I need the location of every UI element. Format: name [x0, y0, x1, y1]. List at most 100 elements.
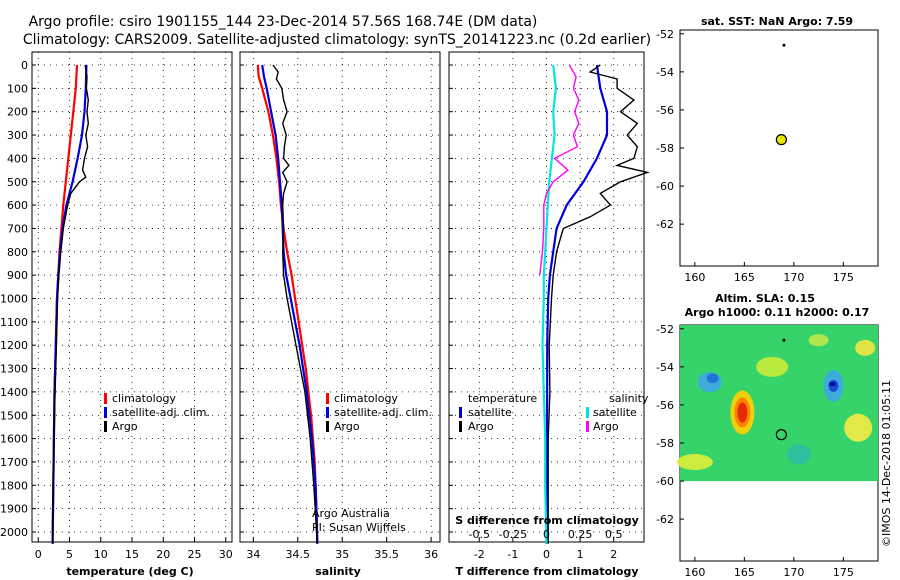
- g-sst-ytick-label: -62: [656, 218, 674, 231]
- difference-legend-left-title: temperature: [468, 392, 537, 405]
- g-sla-ytick-label: -60: [656, 475, 674, 488]
- sla-map-subtitle: Argo h1000: 0.11 h2000: 0.17: [685, 306, 870, 319]
- g-sst-xtick-label: 165: [734, 271, 755, 284]
- g-temp-legend-swatch: [104, 421, 107, 432]
- depth-tick-label: 700: [7, 222, 28, 235]
- depth-tick-label: 500: [7, 176, 28, 189]
- difference-top-tick-label: 0.25: [568, 528, 593, 541]
- g-sla-xtick-label: 160: [684, 566, 705, 579]
- g-sst-ytick-label: -60: [656, 180, 674, 193]
- g-diff-xtick-label: -1: [507, 548, 518, 561]
- g-temp-legend-swatch: [104, 393, 107, 404]
- g-sst-float-track-point: [782, 43, 786, 47]
- g-sal-xtick-label: 34.5: [286, 548, 311, 561]
- temperature-panel-frame: [31, 51, 233, 543]
- g-temp-xtick-label: 25: [188, 548, 202, 561]
- g-sla-ytick-label: -62: [656, 513, 674, 526]
- sst-map-title: sat. SST: NaN Argo: 7.59: [701, 15, 853, 28]
- difference-legend-left-swatch: [459, 407, 462, 418]
- g-diff-xtick-label: -2: [474, 548, 485, 561]
- difference-legend-left-swatch: [459, 421, 462, 432]
- depth-tick-label: 100: [7, 82, 28, 95]
- g-sla-profile-location: [775, 429, 787, 441]
- g-sst-xtick-label: 170: [783, 271, 804, 284]
- g-sla-xtick-label: 175: [833, 566, 854, 579]
- g-sal-legend-label: satellite-adj. clim.: [334, 406, 432, 419]
- difference-top-xlabel: S difference from climatology: [455, 514, 639, 527]
- difference-legend-right-label: satellite: [593, 406, 637, 419]
- g-temp-legend-label: satellite-adj. clim.: [112, 406, 210, 419]
- g-sla-xtick-label: 170: [783, 566, 804, 579]
- depth-tick-label: 0: [21, 59, 28, 72]
- depth-tick-label: 900: [7, 269, 28, 282]
- g-sla-ytick-label: -56: [656, 399, 674, 412]
- credit-text: ©IMOS 14-Dec-2018 01:05:11: [880, 380, 893, 547]
- sla-anomaly-blob: [808, 334, 829, 347]
- depth-tick-label: 800: [7, 246, 28, 259]
- depth-tick-label: 200: [7, 106, 28, 119]
- sla-anomaly-blob: [737, 402, 748, 423]
- difference-legend-right-swatch: [586, 407, 589, 418]
- sla-field-background: [680, 325, 878, 482]
- g-temp-xtick-label: 15: [125, 548, 139, 561]
- depth-tick-label: 2000: [0, 526, 28, 539]
- g-temp-xtick-label: 30: [219, 548, 233, 561]
- difference-legend-right-title: salinity: [609, 392, 649, 405]
- g-sst-xtick-label: 160: [684, 271, 705, 284]
- g-diff-series-t-satellite: [545, 64, 609, 544]
- sla-anomaly-blob: [844, 413, 873, 442]
- sla-anomaly-blob: [756, 356, 789, 377]
- title-line-2: Climatology: CARS2009. Satellite-adjuste…: [23, 32, 651, 48]
- depth-tick-label: 600: [7, 199, 28, 212]
- depth-tick-label: 1900: [0, 503, 28, 516]
- g-sal-legend-swatch: [326, 407, 329, 418]
- salinity-panel-frame: [239, 51, 441, 543]
- depth-tick-label: 300: [7, 129, 28, 142]
- g-sal-legend-label: climatology: [334, 392, 398, 405]
- g-sal-legend-label: Argo: [334, 420, 360, 433]
- difference-top-tick-label: -0.5: [469, 528, 490, 541]
- depth-tick-label: 1000: [0, 293, 28, 306]
- difference-top-tick-label: 0.5: [605, 528, 623, 541]
- sla-map: -52 -54 -56 -58 -60 -62 160 165 170 175: [656, 323, 878, 579]
- g-sst-ytick-label: -56: [656, 104, 674, 117]
- difference-legend-right-swatch: [586, 421, 589, 432]
- salinity-annotation-2: PI: Susan Wijffels: [312, 521, 406, 534]
- depth-tick-label: 1500: [0, 409, 28, 422]
- temperature-xlabel: temperature (deg C): [66, 565, 193, 578]
- g-temp-xtick-label: 0: [35, 548, 42, 561]
- g-sst-xtick-label: 175: [833, 271, 854, 284]
- g-temp-legend-label: climatology: [112, 392, 176, 405]
- depth-tick-label: 1800: [0, 479, 28, 492]
- g-sal-legend-swatch: [326, 421, 329, 432]
- g-sst-ytick-label: -52: [656, 28, 674, 41]
- g-temp-xtick-label: 20: [156, 548, 170, 561]
- sst-map-frame: [679, 29, 879, 267]
- g-temp-series-argo: [51, 64, 90, 544]
- g-diff-series-s-argo: [539, 64, 580, 276]
- difference-chart: -2 -1 0 1 2 -0.5 -0.25 0 0.25 0.5 temperature salin…: [449, 52, 650, 561]
- g-diff-xtick-label: 0: [543, 548, 550, 561]
- g-sal-series-satellite-adj-clim-: [261, 64, 319, 544]
- g-diff-series-t-argo: [547, 64, 650, 544]
- g-sal-series-argo: [272, 64, 318, 544]
- depth-tick-label: 1300: [0, 363, 28, 376]
- g-sla-ytick-label: -54: [656, 361, 674, 374]
- sla-peak-marker: [829, 382, 836, 386]
- temperature-chart: 0100200300400500600700800900100011001200…: [0, 52, 233, 561]
- depth-tick-label: 1400: [0, 386, 28, 399]
- g-sla-ytick-label: -58: [656, 437, 674, 450]
- g-temp-xtick-label: 10: [94, 548, 108, 561]
- g-sla-ytick-label: -52: [656, 323, 674, 336]
- sst-map: -52 -54 -56 -58 -60 -62 160 165 170 175: [656, 28, 854, 284]
- g-diff-series-s-satellite: [541, 64, 558, 544]
- depth-tick-label: 1700: [0, 456, 28, 469]
- sla-anomaly-blob: [855, 339, 876, 356]
- g-sal-xtick-label: 35: [335, 548, 349, 561]
- g-sal-xtick-label: 36: [424, 548, 438, 561]
- g-sst-ytick-label: -54: [656, 66, 674, 79]
- depth-tick-label: 400: [7, 152, 28, 165]
- salinity-xlabel: salinity: [315, 565, 361, 578]
- g-diff-xtick-label: 1: [577, 548, 584, 561]
- sla-anomaly-blob: [676, 454, 713, 471]
